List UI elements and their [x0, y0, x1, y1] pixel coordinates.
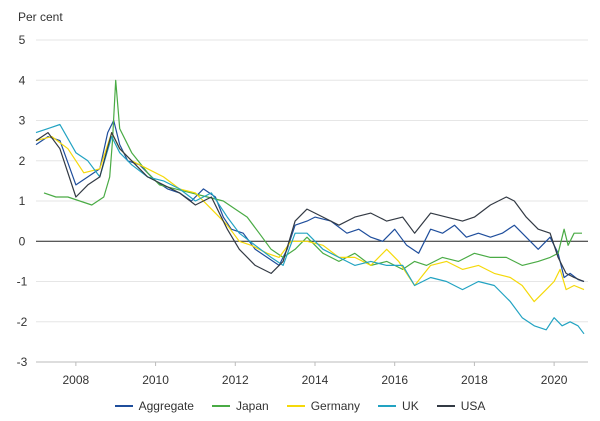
y-axis-unit-label: Per cent [18, 10, 63, 24]
y-tick-label: -1 [17, 275, 28, 289]
legend-label: Germany [310, 399, 361, 413]
legend-label: Japan [235, 399, 269, 413]
x-tick-label: 2020 [541, 373, 568, 387]
series-line-uk [35, 123, 585, 335]
legend-swatch [114, 405, 133, 407]
legend-item-germany: Germany [286, 397, 361, 415]
y-tick-label: 0 [19, 234, 26, 248]
y-tick-label: -2 [17, 315, 28, 329]
legend-item-aggregate: Aggregate [114, 397, 194, 415]
x-tick-label: 2008 [63, 373, 90, 387]
legend-label: USA [460, 399, 486, 413]
series-line-japan [43, 79, 582, 270]
legend-item-uk: UK [378, 397, 419, 415]
series-line-germany [35, 132, 585, 303]
x-tick-label: 2012 [222, 373, 249, 387]
x-axis-ticks: 2008 2010 2012 2014 2016 2018 2020 [36, 361, 588, 387]
y-tick-label: -3 [17, 355, 28, 369]
x-tick-label: 2010 [142, 373, 169, 387]
y-tick-label: 4 [19, 73, 26, 87]
series-lines [35, 79, 585, 335]
x-tick-label: 2018 [461, 373, 488, 387]
y-tick-label: 2 [19, 154, 26, 168]
x-tick-label: 2014 [302, 373, 329, 387]
x-tick-label: 2016 [381, 373, 408, 387]
gridlines [36, 39, 588, 363]
y-tick-label: 1 [19, 194, 26, 208]
legend-swatch [378, 405, 397, 407]
y-tick-label: 3 [19, 114, 26, 128]
y-axis-ticks: 5 4 3 2 1 0 -1 -2 -3 [17, 33, 28, 369]
chart-legend: Aggregate Japan Germany UK USA [0, 397, 600, 415]
series-line-usa [35, 132, 585, 283]
legend-swatch [286, 405, 305, 407]
series-line-aggregate [35, 119, 585, 283]
legend-label: UK [402, 399, 419, 413]
legend-swatch [436, 405, 455, 407]
legend-swatch [211, 405, 230, 407]
legend-item-usa: USA [436, 397, 486, 415]
y-tick-label: 5 [19, 33, 26, 47]
legend-item-japan: Japan [211, 397, 269, 415]
legend-label: Aggregate [138, 399, 194, 413]
